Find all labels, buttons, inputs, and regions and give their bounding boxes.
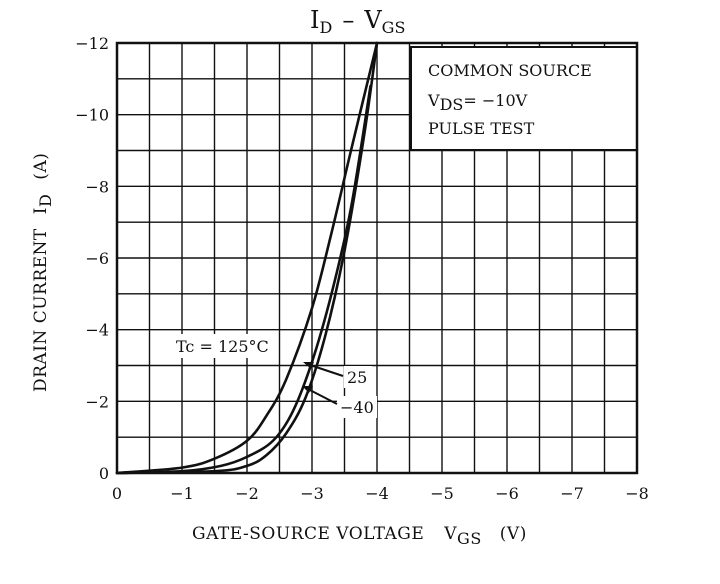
tick-labels: 0 −1 −2 −3 −4 −5 −6 −7 −8 0 −2 −4 −6 −8 −10 −12	[75, 34, 649, 503]
t40-label-bg	[337, 396, 377, 418]
x-tick-label: −5	[430, 484, 454, 503]
y-tick-label: −12	[75, 34, 109, 53]
series-line-1	[115, 84, 372, 475]
x-tick-label: −3	[300, 484, 324, 503]
series	[115, 41, 379, 475]
annotation-25: 25	[347, 368, 367, 387]
x-tick-label: −2	[235, 484, 259, 503]
y-axis-label: DRAIN CURRENTID(A)	[31, 153, 55, 392]
arrow-25-head	[303, 362, 314, 369]
condition-pulse-test: PULSE TEST	[428, 119, 535, 138]
y-tick-label: −8	[85, 177, 109, 196]
t25-label-bg	[344, 366, 372, 388]
y-tick-label: −10	[75, 106, 109, 125]
arrow-40-line	[305, 387, 338, 405]
series-line-2	[115, 41, 379, 475]
x-tick-label: −1	[170, 484, 194, 503]
y-tick-label: −4	[85, 321, 109, 340]
x-tick-label: 0	[112, 484, 122, 503]
chart-title: ID – VGS	[310, 6, 405, 37]
series-line-0	[115, 41, 379, 475]
condition-vds: VDS= −10V	[427, 91, 528, 114]
y-tick-label: 0	[99, 464, 109, 483]
arrow-25-line	[306, 363, 344, 377]
plot-frame	[115, 41, 639, 475]
annotation-minus40: −40	[340, 398, 374, 417]
x-tick-label: −8	[625, 484, 649, 503]
x-tick-label: −6	[495, 484, 519, 503]
t125-label-bg	[172, 334, 278, 358]
y-tick-label: −2	[85, 392, 109, 411]
x-tick-label: −7	[560, 484, 584, 503]
conditions-box	[410, 46, 638, 151]
condition-common-source: COMMON SOURCE	[428, 61, 592, 80]
arrow-40-head	[302, 386, 313, 393]
x-axis-label: GATE-SOURCE VOLTAGE VGS (V)	[192, 524, 527, 548]
x-tick-label: −4	[365, 484, 389, 503]
annotation-125c: Tc = 125°C	[176, 337, 269, 356]
y-tick-label: −6	[85, 249, 109, 268]
